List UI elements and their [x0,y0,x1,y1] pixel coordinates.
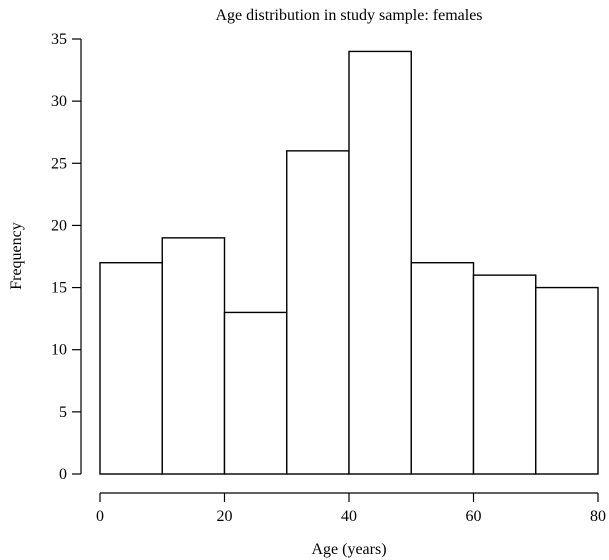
histogram-bar-3 [223,311,288,475]
y-tick-label-25: 25 [51,155,67,172]
y-axis-label: Frequency [8,222,25,290]
y-tick-label-15: 15 [51,280,67,297]
x-axis: 0 20 40 60 80 [96,492,606,525]
y-tick-label-30: 30 [51,93,67,110]
y-tick-label-10: 10 [51,342,67,359]
x-tick-label-80: 80 [590,508,606,525]
histogram-bar-8 [535,286,599,475]
y-tick-label-0: 0 [59,466,67,483]
bars-group [99,50,599,475]
y-tick-label-35: 35 [51,31,67,48]
y-tick-label-5: 5 [59,404,67,421]
chart-title: Age distribution in study sample: female… [215,7,482,24]
x-tick-label-40: 40 [341,508,357,525]
x-tick-label-0: 0 [96,508,104,525]
x-tick-label-20: 20 [217,508,233,525]
y-axis: 0 5 10 15 20 25 30 35 [51,31,82,483]
x-tick-label-60: 60 [466,508,482,525]
y-tick-label-20: 20 [51,217,67,234]
histogram-bar-7 [472,274,537,475]
histogram-bar-6 [410,262,475,475]
histogram-bar-2 [161,237,226,475]
x-axis-label: Age (years) [311,541,386,558]
histogram-bar-5 [348,50,412,475]
histogram-bar-1 [99,262,163,475]
histogram-bar-4 [286,150,350,475]
